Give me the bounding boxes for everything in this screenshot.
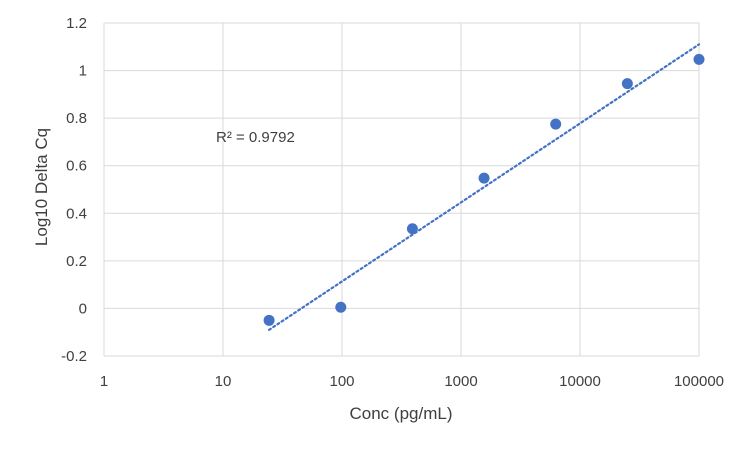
y-axis-title: Log10 Delta Cq xyxy=(32,128,51,246)
y-tick-label: 0.8 xyxy=(66,110,87,127)
data-point xyxy=(478,172,490,184)
y-tick-label: 0.2 xyxy=(66,253,87,270)
y-tick-label: -0.2 xyxy=(61,348,87,365)
x-tick-labels: 1 10 100 1000 10000 100000 xyxy=(100,373,724,390)
y-tick-label: 1 xyxy=(79,63,87,80)
x-tick-label: 10 xyxy=(215,373,232,390)
x-tick-label: 10000 xyxy=(559,373,601,390)
trendline-group xyxy=(267,43,701,331)
y-tick-label: 0.4 xyxy=(66,205,87,222)
data-point xyxy=(263,314,275,326)
x-tick-label: 100000 xyxy=(674,373,724,390)
y-tick-labels: -0.2 0 0.2 0.4 0.6 0.8 1 1.2 xyxy=(61,15,87,365)
x-tick-label: 1 xyxy=(100,373,108,390)
data-point xyxy=(621,78,633,90)
y-tick-label: 0 xyxy=(79,300,87,317)
x-tick-label: 1000 xyxy=(444,373,477,390)
data-points xyxy=(263,53,705,326)
data-point xyxy=(693,53,705,65)
y-tick-label: 1.2 xyxy=(66,15,87,32)
grid-lines xyxy=(103,22,700,357)
data-point xyxy=(550,118,562,130)
x-tick-label: 100 xyxy=(329,373,354,390)
y-tick-label: 0.6 xyxy=(66,158,87,175)
r-squared-annotation: R² = 0.9792 xyxy=(216,129,295,146)
x-axis-title: Conc (pg/mL) xyxy=(350,404,453,423)
data-point xyxy=(406,223,418,235)
data-point xyxy=(335,301,347,313)
trendline xyxy=(267,43,701,331)
